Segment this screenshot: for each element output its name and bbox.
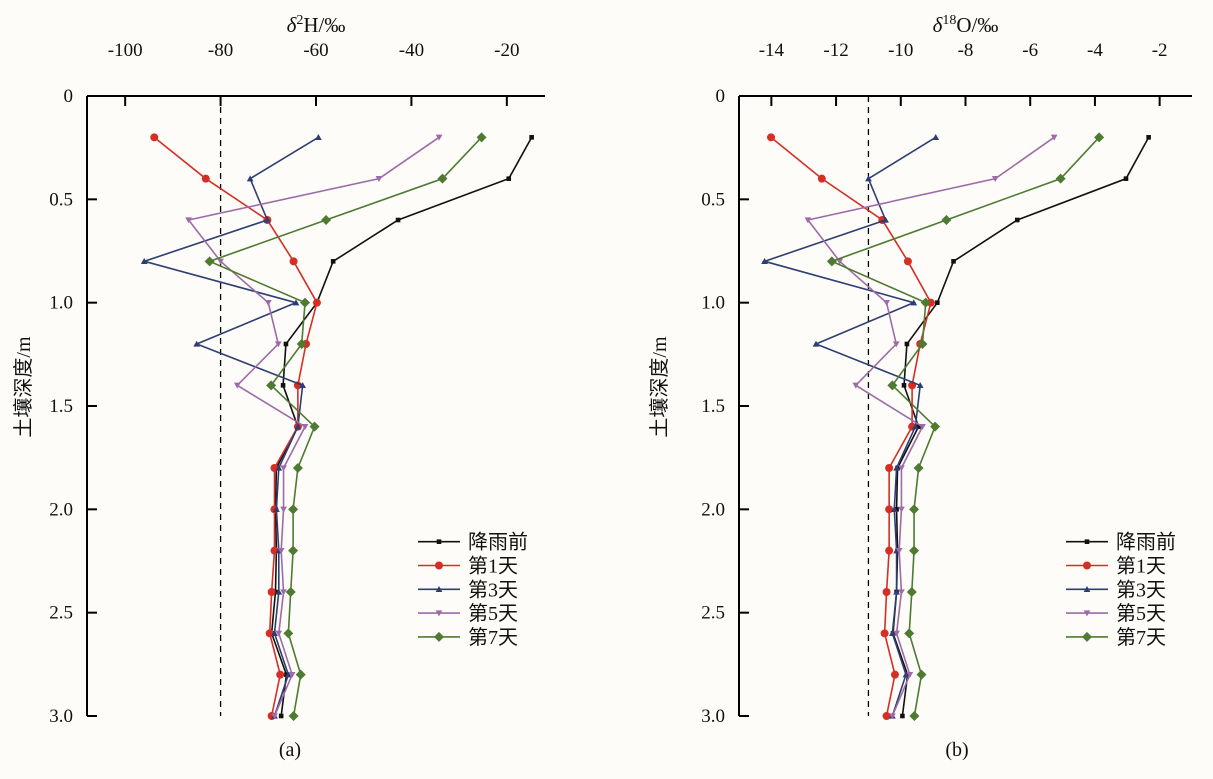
- svg-text:-12: -12: [823, 40, 848, 61]
- svg-text:-40: -40: [399, 40, 424, 61]
- svg-text:土壤深度/m: 土壤深度/m: [12, 336, 35, 438]
- svg-text:-60: -60: [303, 40, 328, 61]
- svg-text:3.0: 3.0: [701, 706, 725, 727]
- svg-text:1.5: 1.5: [701, 396, 725, 417]
- svg-text:-6: -6: [1022, 40, 1038, 61]
- svg-text:-14: -14: [759, 40, 785, 61]
- svg-text:第5天: 第5天: [468, 602, 518, 625]
- svg-text:第5天: 第5天: [1116, 602, 1166, 625]
- svg-text:(a): (a): [279, 739, 301, 761]
- svg-text:-80: -80: [208, 40, 233, 61]
- svg-text:-20: -20: [494, 40, 519, 61]
- svg-text:2.0: 2.0: [49, 499, 73, 520]
- svg-text:-8: -8: [958, 40, 974, 61]
- svg-text:第1天: 第1天: [1116, 555, 1166, 578]
- svg-text:第3天: 第3天: [468, 578, 518, 601]
- svg-text:1.5: 1.5: [49, 396, 73, 417]
- svg-text:第1天: 第1天: [468, 555, 518, 578]
- svg-text:(b): (b): [945, 739, 968, 761]
- svg-text:-4: -4: [1087, 40, 1103, 61]
- svg-text:2.5: 2.5: [701, 603, 725, 624]
- svg-text:0: 0: [716, 86, 726, 107]
- svg-text:2.0: 2.0: [701, 499, 725, 520]
- svg-text:第3天: 第3天: [1116, 578, 1166, 601]
- svg-text:1.0: 1.0: [701, 293, 725, 314]
- svg-text:土壤深度/m: 土壤深度/m: [648, 336, 671, 438]
- svg-text:降雨前: 降雨前: [468, 531, 528, 554]
- svg-text:1.0: 1.0: [49, 293, 73, 314]
- svg-text:-10: -10: [888, 40, 913, 61]
- svg-text:-2: -2: [1152, 40, 1168, 61]
- svg-text:-100: -100: [108, 40, 143, 61]
- svg-text:第7天: 第7天: [1116, 626, 1166, 649]
- svg-text:第7天: 第7天: [468, 626, 518, 649]
- svg-text:δ2H/‰: δ2H/‰: [287, 13, 346, 37]
- svg-text:0: 0: [64, 86, 74, 107]
- svg-text:降雨前: 降雨前: [1116, 531, 1176, 554]
- svg-text:0.5: 0.5: [701, 189, 725, 210]
- svg-text:3.0: 3.0: [49, 706, 73, 727]
- svg-text:2.5: 2.5: [49, 603, 73, 624]
- svg-text:0.5: 0.5: [49, 189, 73, 210]
